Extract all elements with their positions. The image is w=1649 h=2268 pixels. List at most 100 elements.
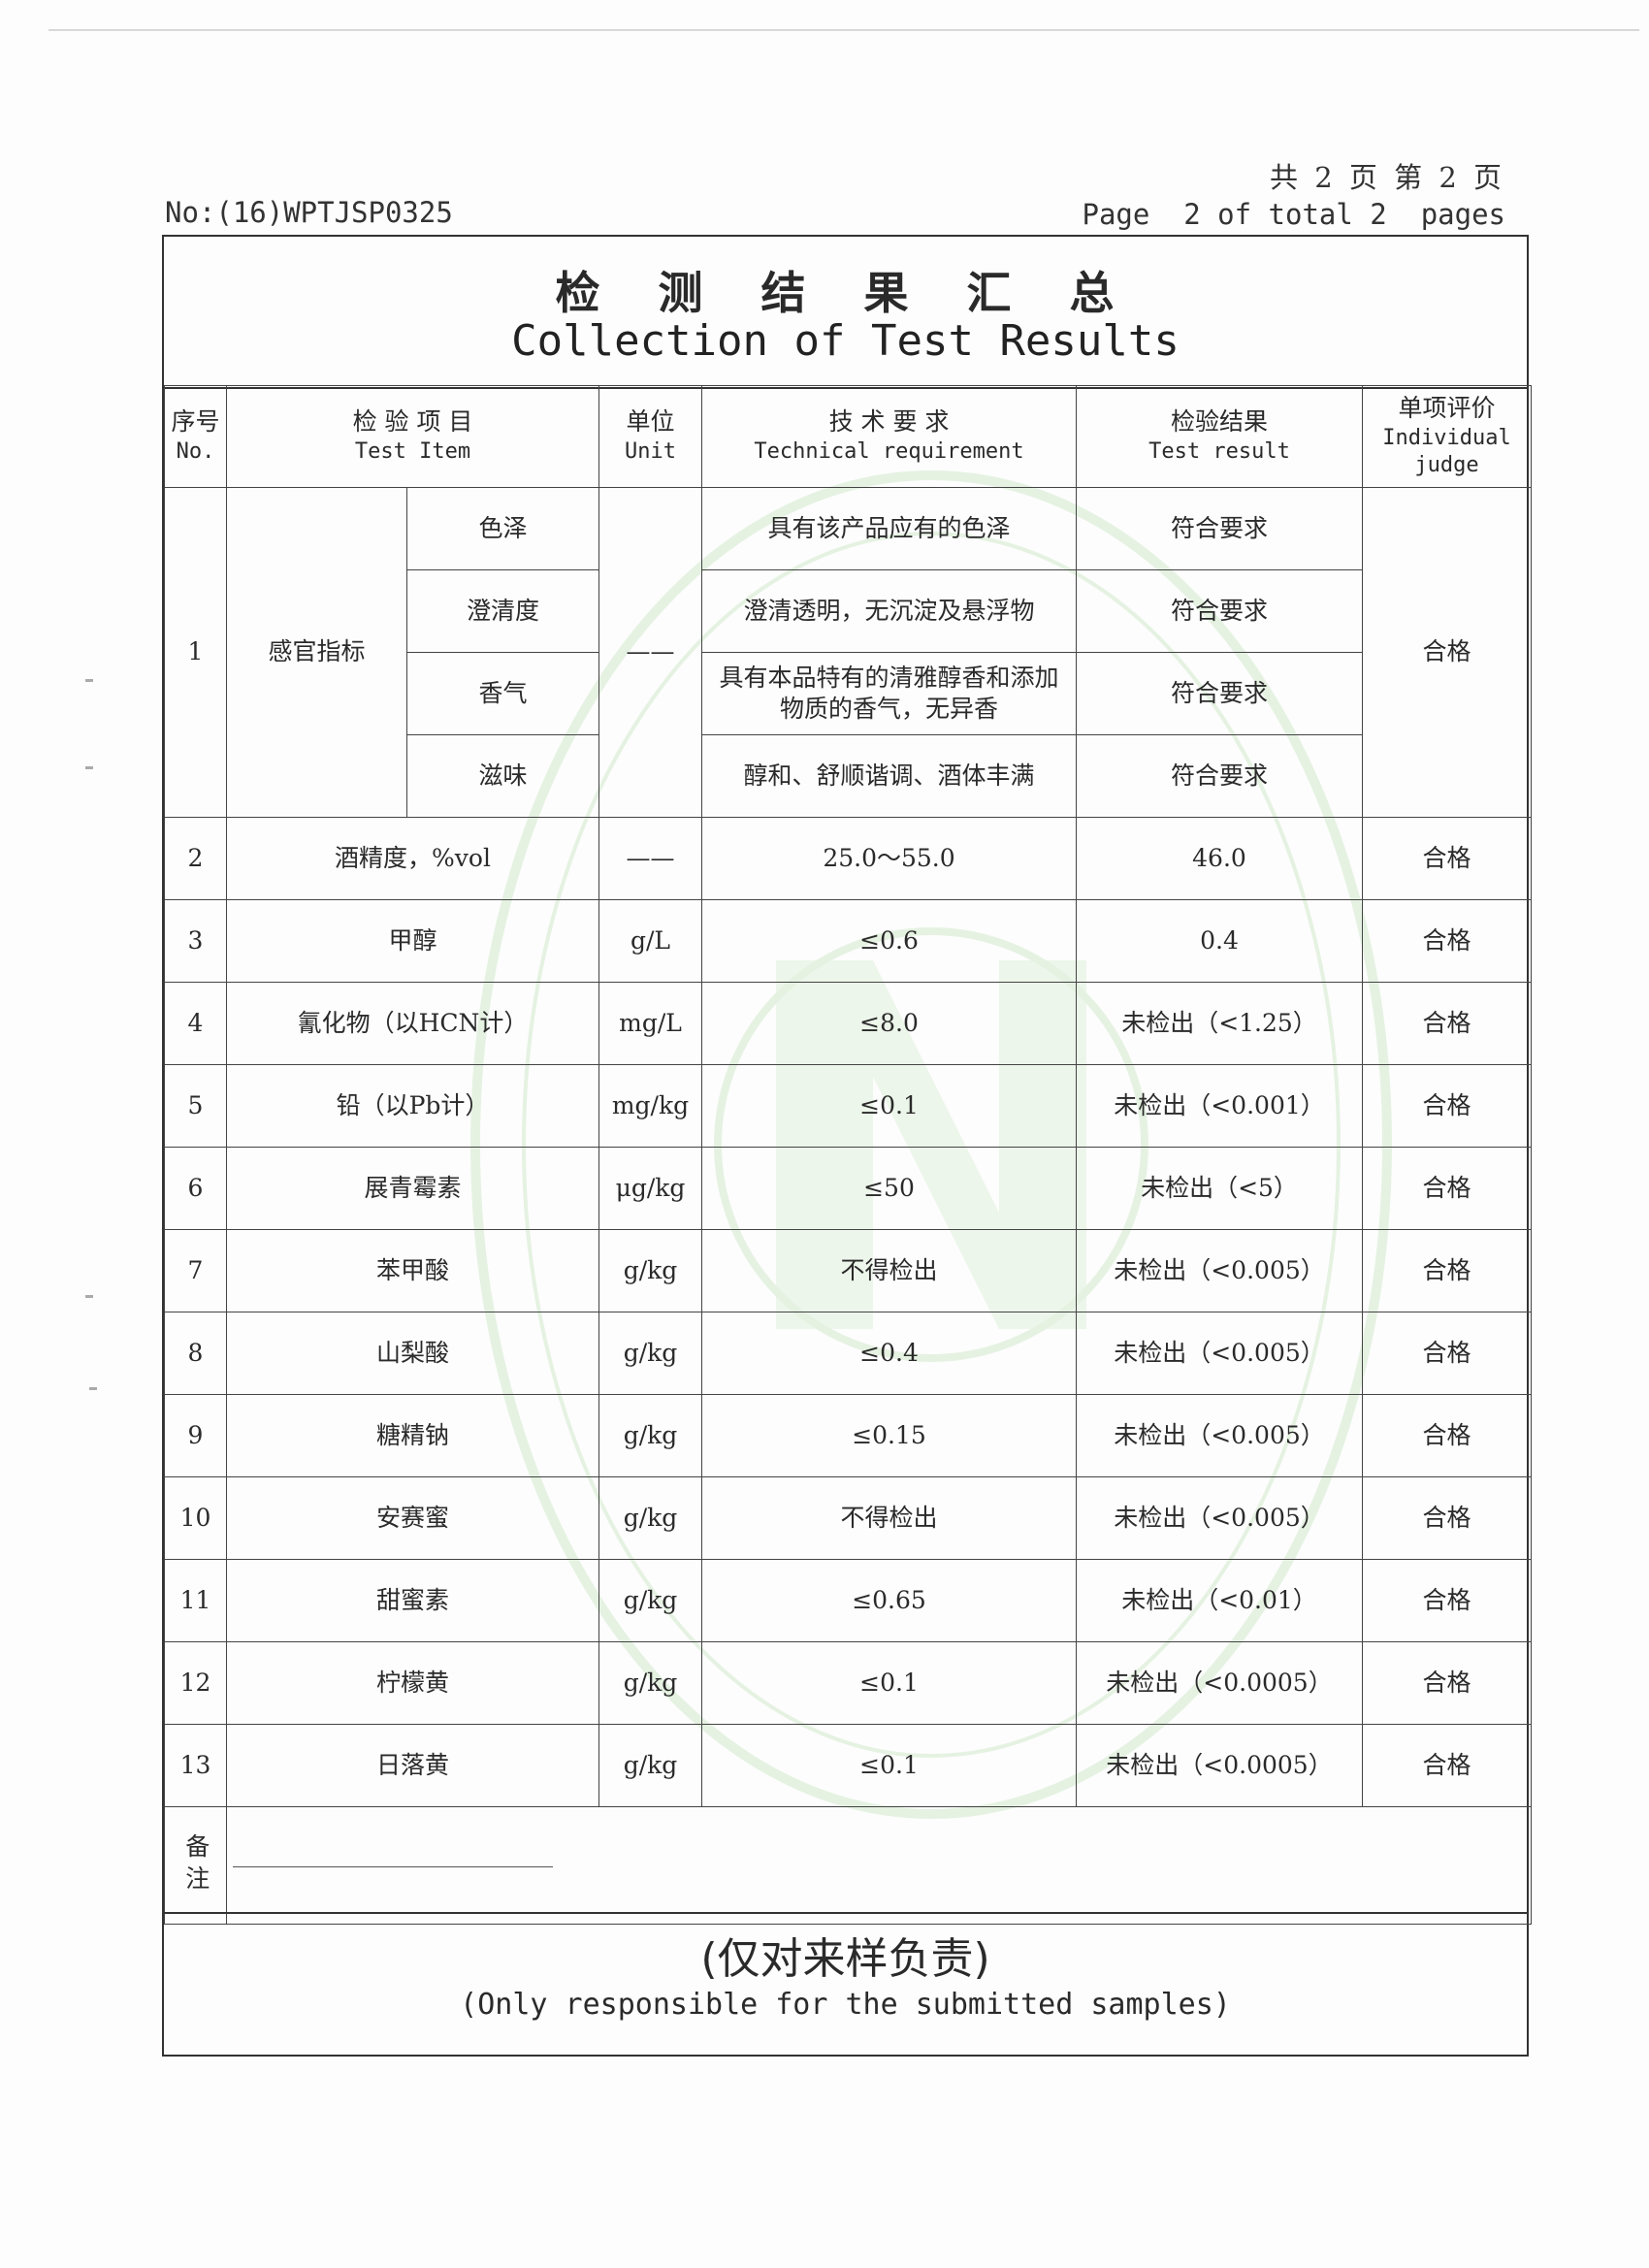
scan-speck (85, 679, 93, 682)
row-unit: g/kg (598, 1394, 702, 1477)
row-item: 柠檬黄 (226, 1641, 599, 1725)
row-requirement: 不得检出 (701, 1229, 1077, 1312)
table-row: 10 安赛蜜 g/kg 不得检出 未检出（<0.005） 合格 (164, 1476, 1532, 1560)
row-requirement: 不得检出 (701, 1476, 1077, 1560)
table-row: 滋味 醇和、舒顺谐调、酒体丰满 符合要求 (165, 734, 1532, 818)
row-result: 未检出（<0.005） (1076, 1229, 1363, 1312)
row-no: 13 (164, 1724, 227, 1807)
row-requirement: ≤0.1 (701, 1641, 1077, 1725)
row-requirement: ≤0.15 (701, 1394, 1077, 1477)
col-requirement: 技 术 要 求 Technical requirement (701, 385, 1077, 488)
sensory-result: 符合要求 (1076, 652, 1363, 735)
remarks-underline (233, 1865, 553, 1867)
row-item: 安赛蜜 (226, 1476, 599, 1560)
row-item: 甜蜜素 (226, 1559, 599, 1642)
row-item: 山梨酸 (226, 1312, 599, 1395)
row-requirement: ≤0.65 (701, 1559, 1077, 1642)
table-row: 11 甜蜜素 g/kg ≤0.65 未检出（<0.01） 合格 (164, 1559, 1532, 1642)
footer-en: (Only responsible for the submitted samp… (460, 1988, 1231, 2022)
sensory-requirement: 具有本品特有的清雅醇香和添加物质的香气，无异香 (701, 652, 1077, 735)
row-judge: 合格 (1362, 899, 1532, 983)
sensory-unit: —— (598, 487, 702, 818)
row-unit: g/kg (598, 1476, 702, 1560)
row-requirement: ≤8.0 (701, 982, 1077, 1065)
row-item: 甲醇 (226, 899, 599, 983)
sensory-requirement: 澄清透明，无沉淀及悬浮物 (701, 569, 1077, 653)
row-result: 46.0 (1076, 817, 1363, 900)
row-unit: —— (598, 817, 702, 900)
row-result: 未检出（<5） (1076, 1147, 1363, 1230)
row-result: 未检出（<0.0005） (1076, 1724, 1363, 1807)
sensory-item: 滋味 (406, 734, 599, 818)
row-no: 8 (164, 1312, 227, 1395)
row-result: 未检出（<0.005） (1076, 1476, 1363, 1560)
row-unit: g/L (598, 899, 702, 983)
row-item: 苯甲酸 (226, 1229, 599, 1312)
row-unit: g/kg (598, 1641, 702, 1725)
results-table: 序号 No. 检 验 项 目 Test Item 单位 Unit 技 术 要 求 Tec… (164, 385, 1532, 1925)
row-requirement: ≤0.1 (701, 1064, 1077, 1148)
row-unit: g/kg (598, 1559, 702, 1642)
scan-speck (89, 1387, 97, 1390)
row-unit: mg/L (598, 982, 702, 1065)
row-item: 氰化物（以HCN计） (226, 982, 599, 1065)
page-count-en: Page 2 of total 2 pages (1082, 198, 1506, 231)
row-unit: g/kg (598, 1229, 702, 1312)
title-en: Collection of Test Results (511, 316, 1180, 366)
row-result: 未检出（<1.25） (1076, 982, 1363, 1065)
row-no: 9 (164, 1394, 227, 1477)
sensory-requirement: 具有该产品应有的色泽 (701, 487, 1077, 570)
table-row: 1 感官指标 色泽 —— 具有该产品应有的色泽 符合要求 合格 (164, 487, 1532, 818)
table-row: 8 山梨酸 g/kg ≤0.4 未检出（<0.005） 合格 (164, 1312, 1532, 1395)
table-row: 3 甲醇 g/L ≤0.6 0.4 合格 (164, 899, 1532, 983)
sensory-item: 香气 (406, 652, 599, 735)
page-count-cn: 共 2 页 第 2 页 (1270, 161, 1505, 194)
title-cn: 检 测 结 果 汇 总 (555, 267, 1136, 319)
row-judge: 合格 (1362, 1229, 1532, 1312)
remarks-content (226, 1806, 1532, 1925)
row-unit: g/kg (598, 1312, 702, 1395)
row-no: 10 (164, 1476, 227, 1560)
sensory-result: 符合要求 (1076, 569, 1363, 653)
row-no: 12 (164, 1641, 227, 1725)
row-result: 未检出（<0.005） (1076, 1394, 1363, 1477)
table-row: 7 苯甲酸 g/kg 不得检出 未检出（<0.005） 合格 (164, 1229, 1532, 1312)
row-judge: 合格 (1362, 1476, 1532, 1560)
row-no: 7 (164, 1229, 227, 1312)
row-judge: 合格 (1362, 1147, 1532, 1230)
row-requirement: 25.0～55.0 (701, 817, 1077, 900)
row-result: 未检出（<0.01） (1076, 1559, 1363, 1642)
row-item: 糖精钠 (226, 1394, 599, 1477)
row-result: 未检出（<0.005） (1076, 1312, 1363, 1395)
table-row: 香气 具有本品特有的清雅醇香和添加物质的香气，无异香 符合要求 (165, 652, 1532, 735)
footer-cn: (仅对来样负责) (700, 1934, 990, 1984)
table-row: 2 酒精度，%vol —— 25.0～55.0 46.0 合格 (164, 817, 1532, 900)
title-box: 检 测 结 果 汇 总 Collection of Test Results (164, 237, 1527, 389)
footer-box: (仅对来样负责) (Only responsible for the submi… (164, 1912, 1527, 2055)
header-row: 序号 No. 检 验 项 目 Test Item 单位 Unit 技 术 要 求 Tec… (164, 385, 1532, 488)
row-no: 6 (164, 1147, 227, 1230)
row-no: 3 (164, 899, 227, 983)
row-judge: 合格 (1362, 1641, 1532, 1725)
table-row: 5 铅（以Pb计） mg/kg ≤0.1 未检出（<0.001） 合格 (164, 1064, 1532, 1148)
row-unit: mg/kg (598, 1064, 702, 1148)
scan-speck (85, 766, 93, 769)
row-judge: 合格 (1362, 1312, 1532, 1395)
top-rule (48, 29, 1639, 31)
row-requirement: ≤50 (701, 1147, 1077, 1230)
sensory-item: 色泽 (406, 487, 599, 570)
table-row: 12 柠檬黄 g/kg ≤0.1 未检出（<0.0005） 合格 (164, 1641, 1532, 1725)
row-no: 2 (164, 817, 227, 900)
row-item: 酒精度，%vol (226, 817, 599, 900)
row-item: 展青霉素 (226, 1147, 599, 1230)
sensory-requirement: 醇和、舒顺谐调、酒体丰满 (701, 734, 1077, 818)
row-unit: g/kg (598, 1724, 702, 1807)
row-unit: μg/kg (598, 1147, 702, 1230)
table-row: 6 展青霉素 μg/kg ≤50 未检出（<5） 合格 (164, 1147, 1532, 1230)
row-judge: 合格 (1362, 1394, 1532, 1477)
row-judge: 合格 (1362, 817, 1532, 900)
row-judge: 合格 (1362, 1559, 1532, 1642)
row-result: 0.4 (1076, 899, 1363, 983)
sensory-group: 感官指标 (226, 487, 407, 818)
remarks-row: 备注 (164, 1806, 1532, 1925)
